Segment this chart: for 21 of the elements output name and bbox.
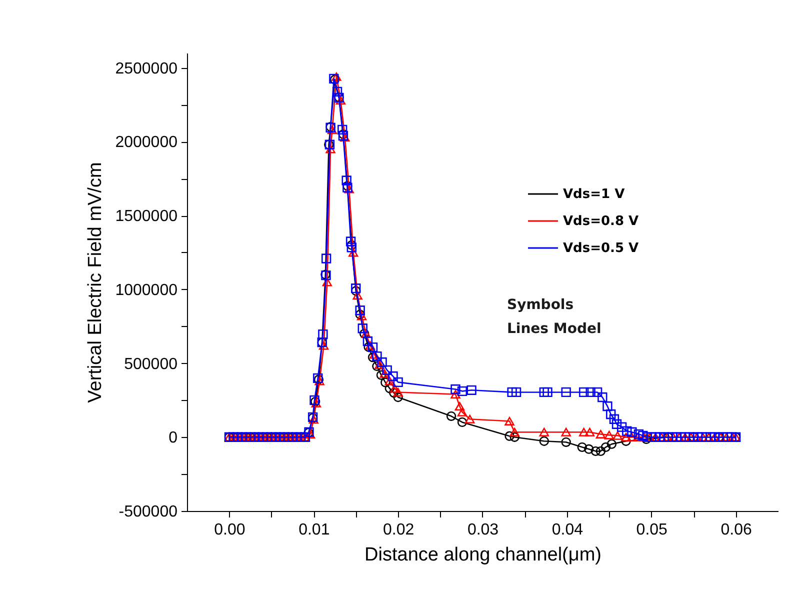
x-tick-label: 0.00: [214, 522, 246, 538]
y-tick-label: 2500000: [115, 60, 178, 78]
legend-label: Vds=1 V: [563, 187, 625, 202]
legend-label: Vds=0.5 V: [563, 241, 639, 256]
x-axis-title: Distance along channel(μm): [364, 544, 602, 566]
x-tick-label: 0.04: [552, 522, 584, 538]
y-tick-label: -500000: [118, 504, 178, 520]
annotation: Symbols: [507, 297, 574, 313]
y-tick-label: 1000000: [115, 282, 178, 299]
x-tick-label: 0.05: [636, 522, 668, 538]
y-axis-title: Vertical Electric Field mV/cm: [85, 162, 106, 403]
y-tick-label: 0: [168, 430, 178, 447]
x-tick-label: 0.03: [467, 522, 499, 538]
legend-label: Vds=0.8 V: [563, 214, 639, 229]
y-tick-label: 2000000: [115, 134, 178, 152]
x-tick-label: 0.01: [298, 522, 330, 538]
x-tick-label: 0.06: [720, 522, 752, 538]
y-tick-label: 1500000: [115, 208, 178, 226]
annotation: Lines Model: [507, 321, 602, 337]
x-tick-label: 0.02: [383, 522, 414, 538]
y-tick-label: 500000: [124, 356, 178, 373]
